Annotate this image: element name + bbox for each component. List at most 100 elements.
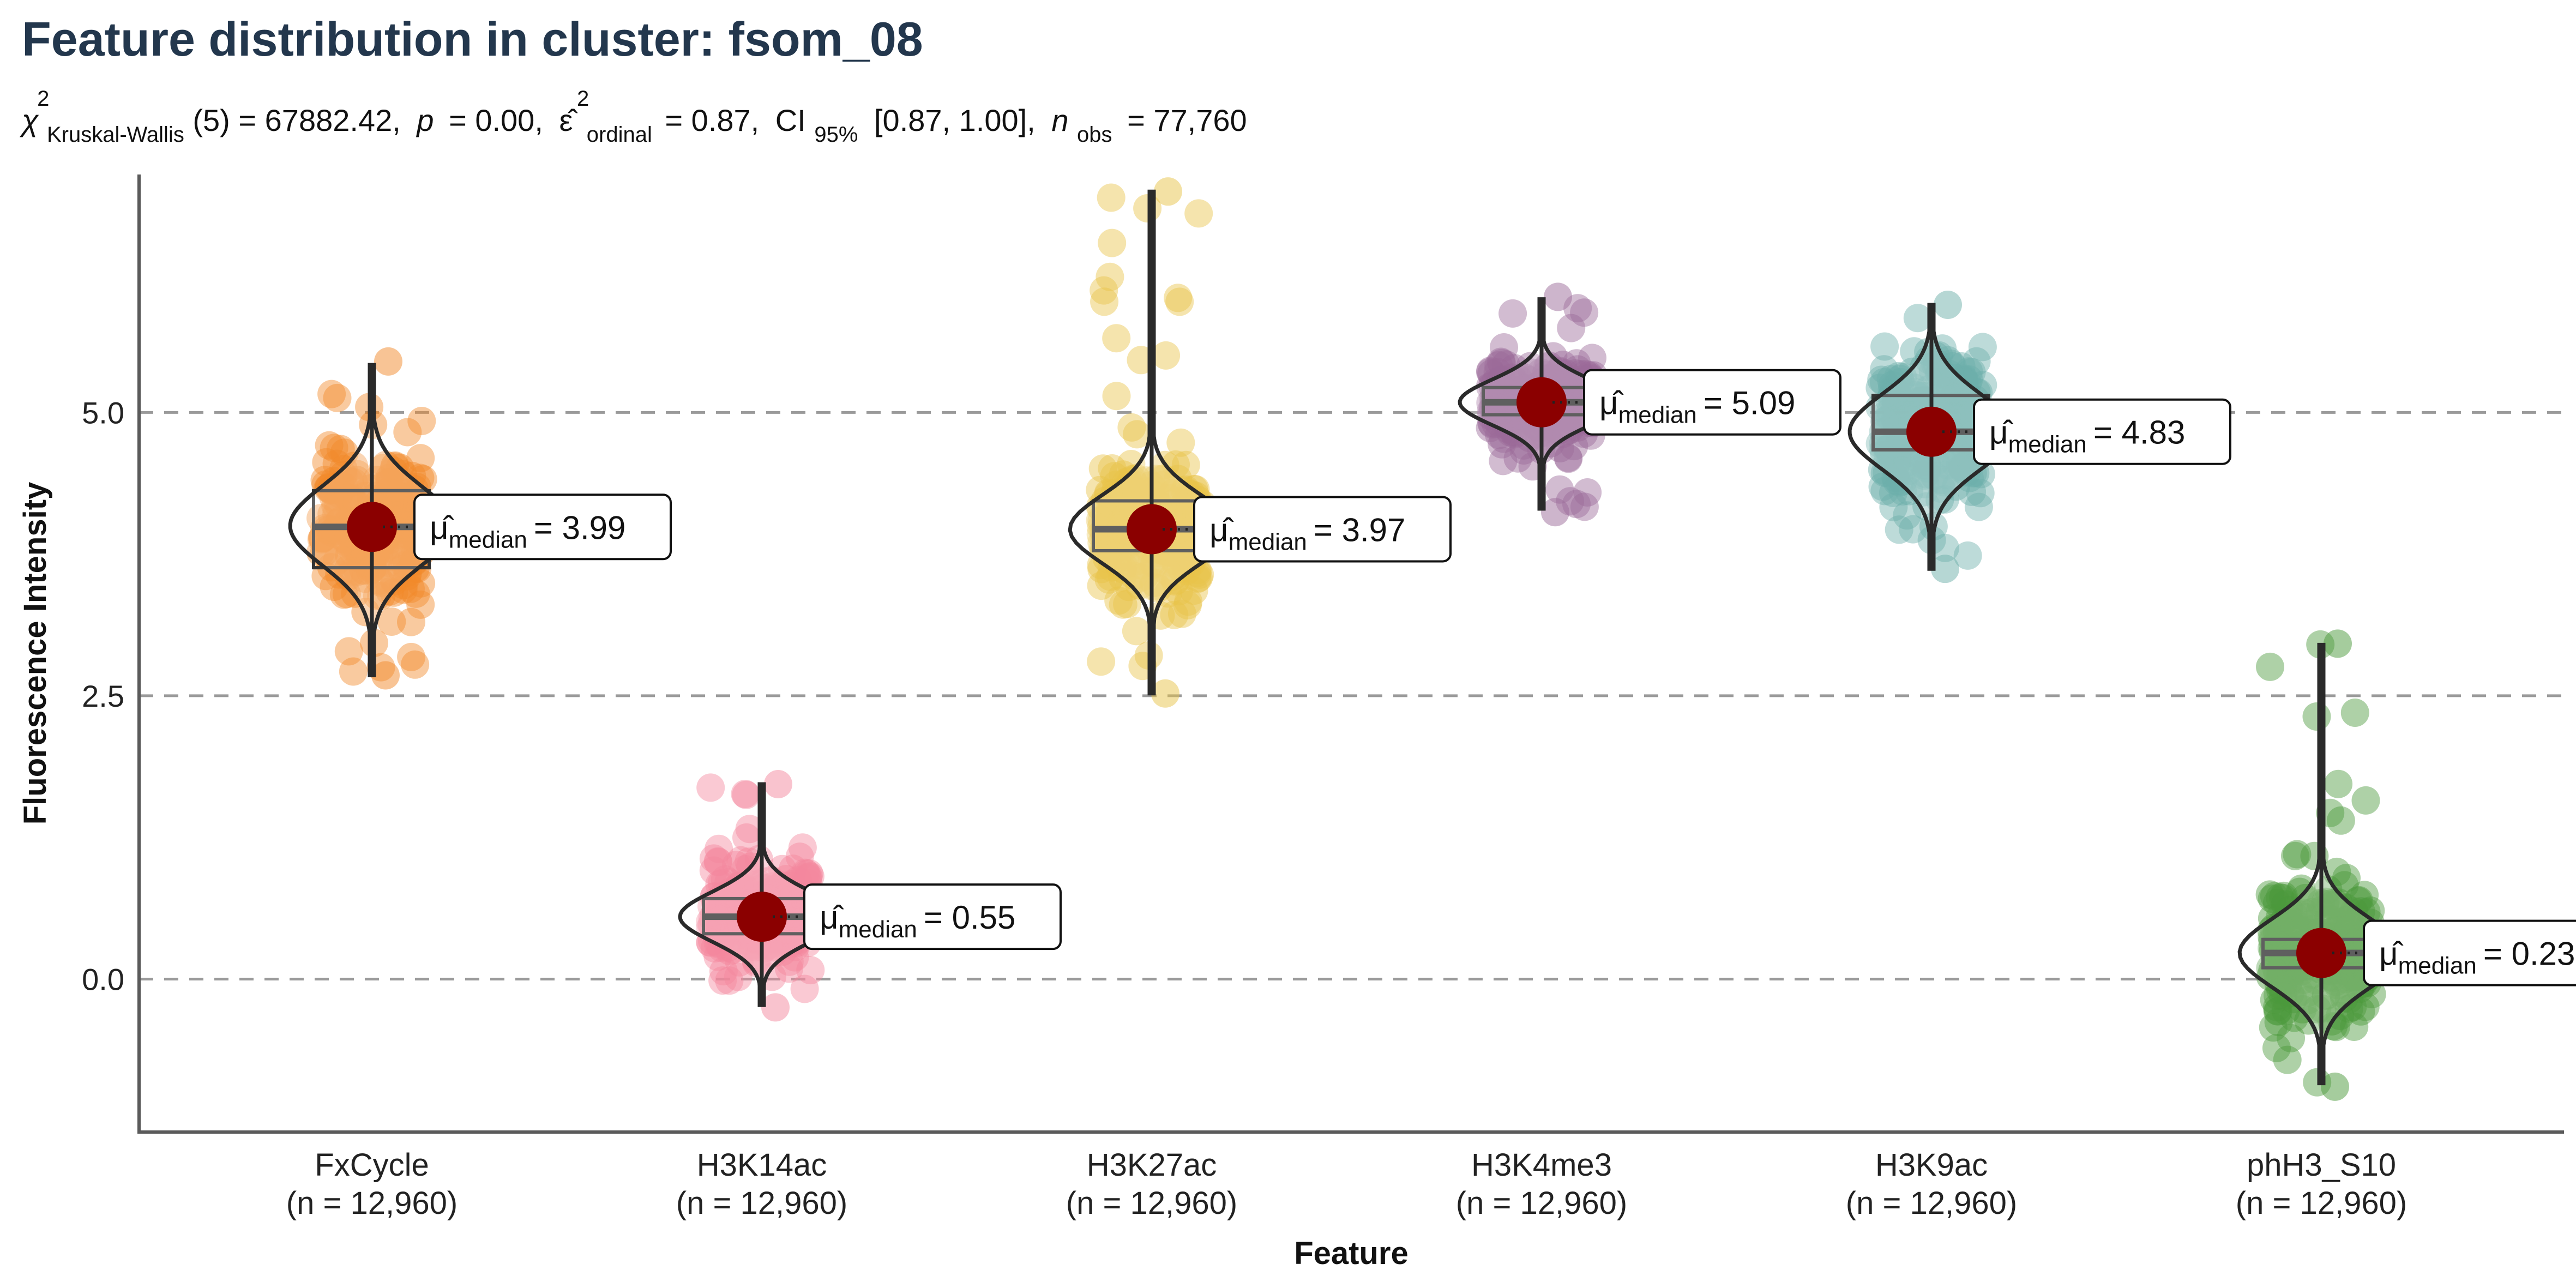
data-point-phH3_S10-249 (2340, 699, 2369, 727)
data-point-phH3_S10-225 (2316, 889, 2345, 918)
data-point-H3K27ac-241 (1098, 228, 1127, 257)
data-point-H3K27ac-182 (1127, 551, 1155, 580)
data-point-phH3_S10-28 (2256, 962, 2285, 991)
data-point-phH3_S10-146 (2331, 893, 2360, 922)
data-point-H3K14ac-145 (796, 956, 825, 985)
data-point-H3K9ac-236 (1900, 378, 1929, 407)
data-point-phH3_S10-259 (2281, 841, 2309, 870)
data-point-H3K27ac-51 (1123, 546, 1152, 575)
median-label-box-H3K4me3 (1583, 369, 1841, 436)
data-point-FxCycle-178 (321, 491, 350, 520)
data-point-FxCycle-52 (369, 454, 398, 483)
data-point-H3K9ac-163 (1882, 377, 1911, 406)
data-point-H3K4me3-101 (1509, 436, 1538, 465)
data-point-H3K27ac-54 (1161, 547, 1190, 576)
data-point-phH3_S10-94 (2276, 958, 2305, 987)
data-point-H3K27ac-259 (1152, 341, 1181, 370)
subtitle-eps: ε̂ (559, 103, 578, 137)
data-point-H3K27ac-187 (1123, 420, 1152, 449)
data-point-H3K14ac-206 (781, 929, 810, 958)
data-point-H3K14ac-12 (707, 917, 736, 946)
data-point-H3K27ac-247 (1090, 276, 1118, 305)
data-point-H3K9ac-min (1931, 555, 1959, 583)
data-point-phH3_S10-257 (2256, 652, 2284, 681)
data-point-phH3_S10-207 (2334, 915, 2363, 944)
data-point-H3K14ac-195 (715, 889, 744, 918)
data-point-H3K27ac-4 (1118, 545, 1147, 574)
data-point-H3K27ac-168 (1127, 563, 1155, 592)
median-label-value-H3K27ac: = 3.97 (1314, 511, 1406, 548)
median-label-sub-H3K14ac: median (839, 916, 917, 943)
data-point-phH3_S10-86 (2327, 907, 2355, 936)
data-point-H3K27ac-159 (1104, 586, 1133, 615)
median-label-sub-H3K9ac: median (2008, 431, 2087, 458)
data-point-H3K4me3-184 (1503, 444, 1532, 473)
data-point-FxCycle-254 (312, 448, 341, 477)
data-point-H3K27ac-77 (1160, 600, 1189, 629)
data-point-H3K14ac-44 (788, 833, 817, 862)
data-point-H3K9ac-67 (1883, 447, 1912, 476)
data-point-phH3_S10-84 (2258, 923, 2286, 952)
data-point-phH3_S10-232 (2280, 908, 2309, 937)
subtitle-eps-sub: ordinal (587, 123, 652, 147)
y-tick-label-2: 5.0 (82, 395, 124, 430)
median-point-FxCycle (347, 502, 397, 552)
median-label-box-H3K9ac (1973, 398, 2231, 465)
data-point-FxCycle-82 (329, 461, 358, 490)
data-point-FxCycle-74 (380, 452, 409, 481)
data-point-H3K9ac-37 (1928, 367, 1957, 396)
median-markers (347, 377, 2346, 978)
x-tick-count-FxCycle: (n = 12,960) (286, 1185, 458, 1221)
median-label-phH3_S10: μ̂median = 0.23 (2379, 936, 2575, 979)
data-point-H3K14ac-247 (703, 847, 732, 876)
data-point-phH3_S10-31 (2357, 980, 2386, 1009)
median-point-H3K14ac (737, 892, 787, 942)
data-point-FxCycle-90 (325, 479, 354, 508)
data-point-phH3_S10-112 (2291, 899, 2320, 928)
data-point-H3K9ac-244 (1903, 304, 1932, 333)
data-point-FxCycle-38 (379, 565, 408, 594)
data-point-H3K14ac-208 (768, 937, 797, 966)
data-point-phH3_S10-132 (2341, 923, 2370, 952)
data-point-FxCycle-251 (334, 637, 363, 666)
data-point-H3K4me3-46 (1536, 429, 1565, 458)
data-point-H3K14ac-255 (780, 943, 809, 972)
data-point-phH3_S10-141 (2262, 916, 2291, 944)
data-point-H3K9ac-76 (1886, 386, 1915, 415)
data-point-H3K14ac-72 (790, 974, 819, 1003)
data-point-FxCycle-111 (375, 464, 404, 492)
data-point-FxCycle-120 (374, 549, 403, 577)
data-point-H3K4me3-3 (1560, 375, 1588, 404)
data-point-H3K4me3-93 (1555, 416, 1584, 444)
data-point-H3K14ac-228 (781, 917, 810, 946)
data-point-H3K14ac-252 (731, 780, 760, 808)
data-point-H3K27ac-245 (1165, 287, 1194, 316)
data-point-H3K14ac-17 (737, 870, 766, 899)
data-point-H3K9ac-233 (1962, 347, 1991, 376)
data-point-phH3_S10-128 (2276, 979, 2304, 1008)
subtitle-test-name: Kruskal-Wallis (47, 123, 184, 147)
data-point-H3K27ac-162 (1111, 468, 1140, 497)
median-label-FxCycle: μ̂median = 3.99 (430, 509, 625, 553)
data-point-FxCycle-88 (355, 549, 384, 577)
data-point-H3K9ac-66 (1928, 466, 1957, 495)
data-point-H3K9ac-6 (1913, 454, 1942, 483)
data-point-H3K4me3-257 (1562, 490, 1591, 519)
data-point-H3K4me3-256 (1554, 444, 1583, 473)
data-point-phH3_S10-223 (2285, 978, 2314, 1007)
data-point-FxCycle-250 (401, 650, 430, 679)
median-label-box-H3K14ac (803, 883, 1062, 950)
data-point-phH3_S10-214 (2291, 902, 2320, 931)
data-point-H3K27ac-224 (1095, 533, 1124, 562)
data-point-H3K9ac-131 (1941, 364, 1970, 393)
data-point-H3K14ac-167 (785, 842, 814, 871)
data-point-H3K4me3-241 (1545, 434, 1574, 462)
data-point-phH3_S10-206 (2332, 864, 2361, 893)
data-point-H3K27ac-119 (1087, 555, 1116, 583)
data-point-H3K14ac-51 (711, 865, 739, 894)
data-point-FxCycle-223 (320, 434, 348, 462)
data-point-H3K9ac-34 (1882, 387, 1911, 416)
data-point-H3K27ac-250 (1087, 647, 1116, 676)
median-point-H3K9ac (1906, 406, 1957, 457)
subtitle-chi-sup: 2 (37, 87, 49, 111)
